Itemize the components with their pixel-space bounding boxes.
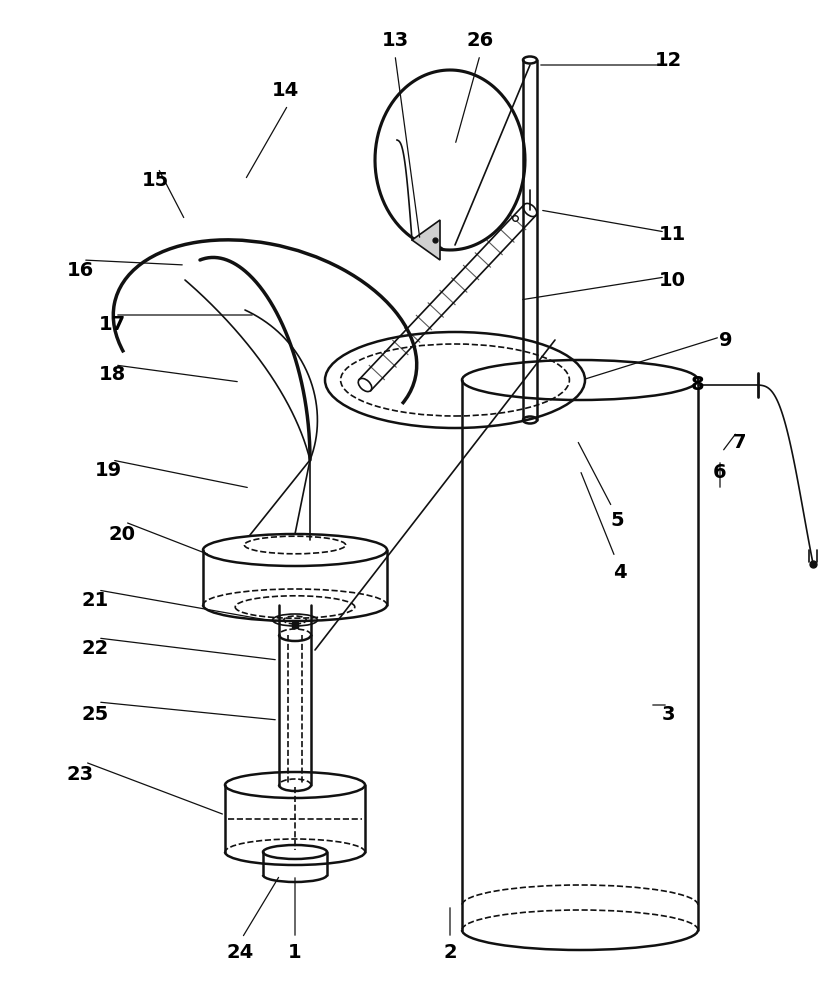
- Text: 17: 17: [98, 316, 126, 334]
- Text: 16: 16: [66, 260, 93, 279]
- Text: 13: 13: [381, 30, 409, 49]
- Text: 24: 24: [227, 942, 254, 962]
- Polygon shape: [412, 220, 440, 260]
- Text: 4: 4: [613, 562, 627, 582]
- Text: 12: 12: [654, 50, 681, 70]
- Text: 26: 26: [466, 30, 494, 49]
- Text: 11: 11: [658, 226, 686, 244]
- Text: 5: 5: [610, 510, 624, 530]
- Text: 6: 6: [713, 462, 727, 482]
- Text: 18: 18: [98, 365, 126, 384]
- Text: 1: 1: [288, 942, 302, 962]
- Text: 19: 19: [94, 460, 122, 480]
- Text: 10: 10: [658, 270, 686, 290]
- Text: 2: 2: [443, 942, 457, 962]
- Text: 14: 14: [271, 81, 299, 100]
- Text: 21: 21: [81, 590, 108, 609]
- Text: 8: 8: [691, 375, 705, 394]
- Text: 20: 20: [108, 526, 136, 544]
- Text: 25: 25: [81, 706, 108, 724]
- Text: 22: 22: [81, 639, 108, 658]
- Text: 3: 3: [662, 706, 675, 724]
- Text: 15: 15: [141, 170, 169, 190]
- Text: 9: 9: [719, 330, 733, 350]
- Text: 23: 23: [66, 766, 93, 784]
- Text: 7: 7: [734, 432, 747, 452]
